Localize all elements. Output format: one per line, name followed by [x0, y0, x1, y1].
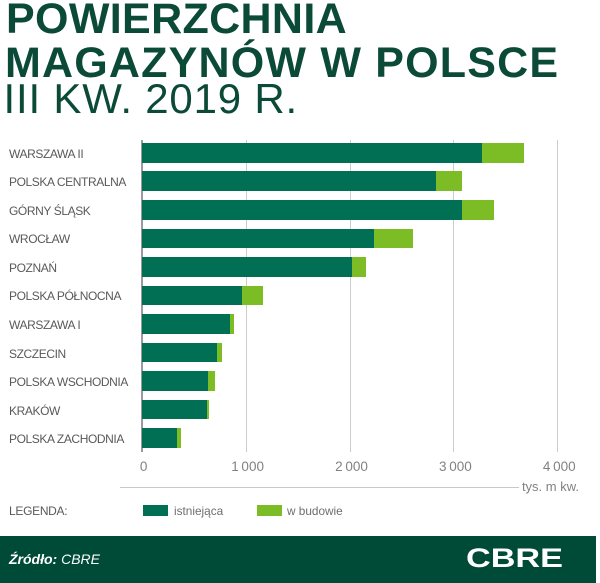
svg-text:CBRE: CBRE [466, 545, 563, 571]
